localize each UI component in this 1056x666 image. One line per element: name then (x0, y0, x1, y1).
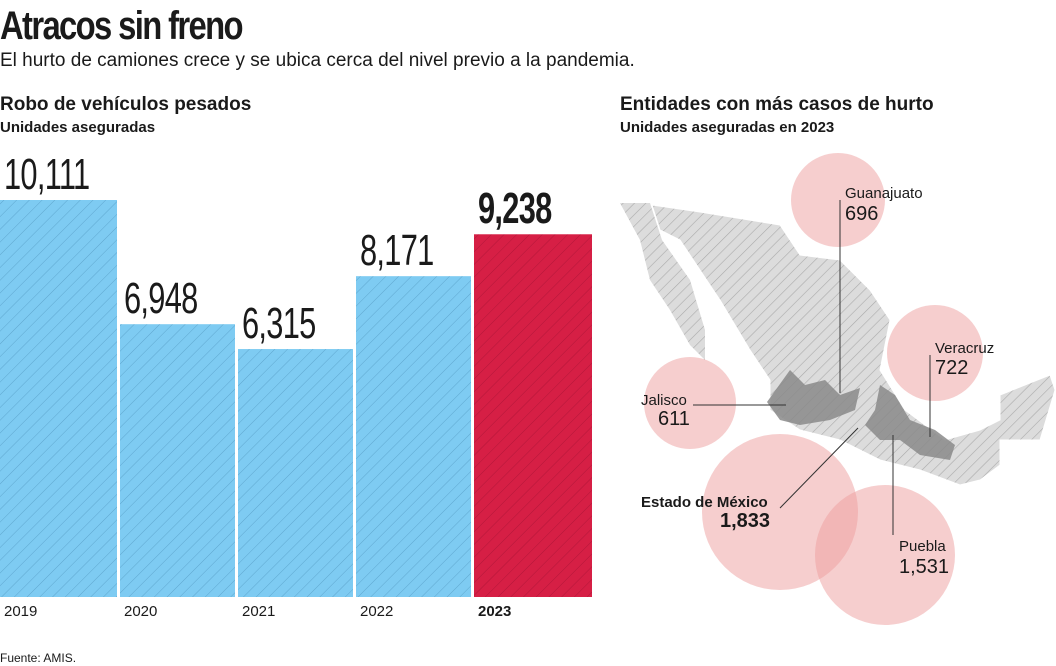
mexico-map (620, 203, 1056, 486)
map-mainland (651, 204, 1056, 486)
x-tick-label: 2021 (242, 603, 276, 620)
bubbles (644, 153, 983, 625)
bar-2020 (120, 324, 235, 597)
bar-value-label: 9,238 (478, 184, 552, 234)
label-veracruz: Veracruz (935, 340, 995, 357)
chart-title: Robo de vehículos pesados (0, 94, 252, 115)
x-tick-label: 2020 (124, 603, 158, 620)
page-title: Atracos sin freno (0, 4, 244, 48)
label-guanajuato: Guanajuato (845, 185, 923, 202)
map-title: Entidades con más casos de hurto (620, 94, 934, 115)
x-tick-label: 2019 (4, 603, 38, 620)
bar-value-label: 6,315 (242, 299, 316, 349)
x-tick-label: 2022 (360, 603, 394, 620)
value-puebla: 1,531 (899, 556, 950, 578)
source-note: Fuente: AMIS. (0, 651, 77, 665)
label-jalisco: Jalisco (641, 392, 687, 409)
leader-lines (693, 200, 931, 535)
value-edomex: 1,833 (720, 510, 771, 532)
bubble-guanajuato (791, 153, 885, 247)
bubble-veracruz (887, 305, 983, 401)
map-highlight-west (767, 370, 860, 425)
bar-2021 (238, 349, 353, 597)
bar-value-label: 6,948 (124, 274, 198, 324)
label-edomex: Estado de México (641, 494, 768, 511)
bubble-puebla (815, 485, 955, 625)
x-tick-label: 2023 (478, 603, 512, 620)
bar-2022 (356, 276, 471, 597)
value-guanajuato: 696 (845, 203, 879, 225)
value-jalisco: 611 (658, 408, 690, 430)
chart-subtitle: Unidades aseguradas (0, 119, 156, 136)
map-subtitle: Unidades aseguradas en 2023 (620, 119, 835, 136)
bar-2023 (474, 234, 592, 597)
bar-value-label: 10,111 (4, 150, 90, 199)
bubble-jalisco (644, 357, 736, 449)
page-subtitle: El hurto de camiones crece y se ubica ce… (0, 50, 635, 71)
bar-value-label: 8,171 (360, 226, 434, 276)
map-baja (620, 203, 705, 360)
label-puebla: Puebla (899, 538, 946, 555)
bar-2019 (0, 200, 117, 597)
map-highlight-east (865, 385, 955, 460)
value-veracruz: 722 (935, 357, 969, 379)
